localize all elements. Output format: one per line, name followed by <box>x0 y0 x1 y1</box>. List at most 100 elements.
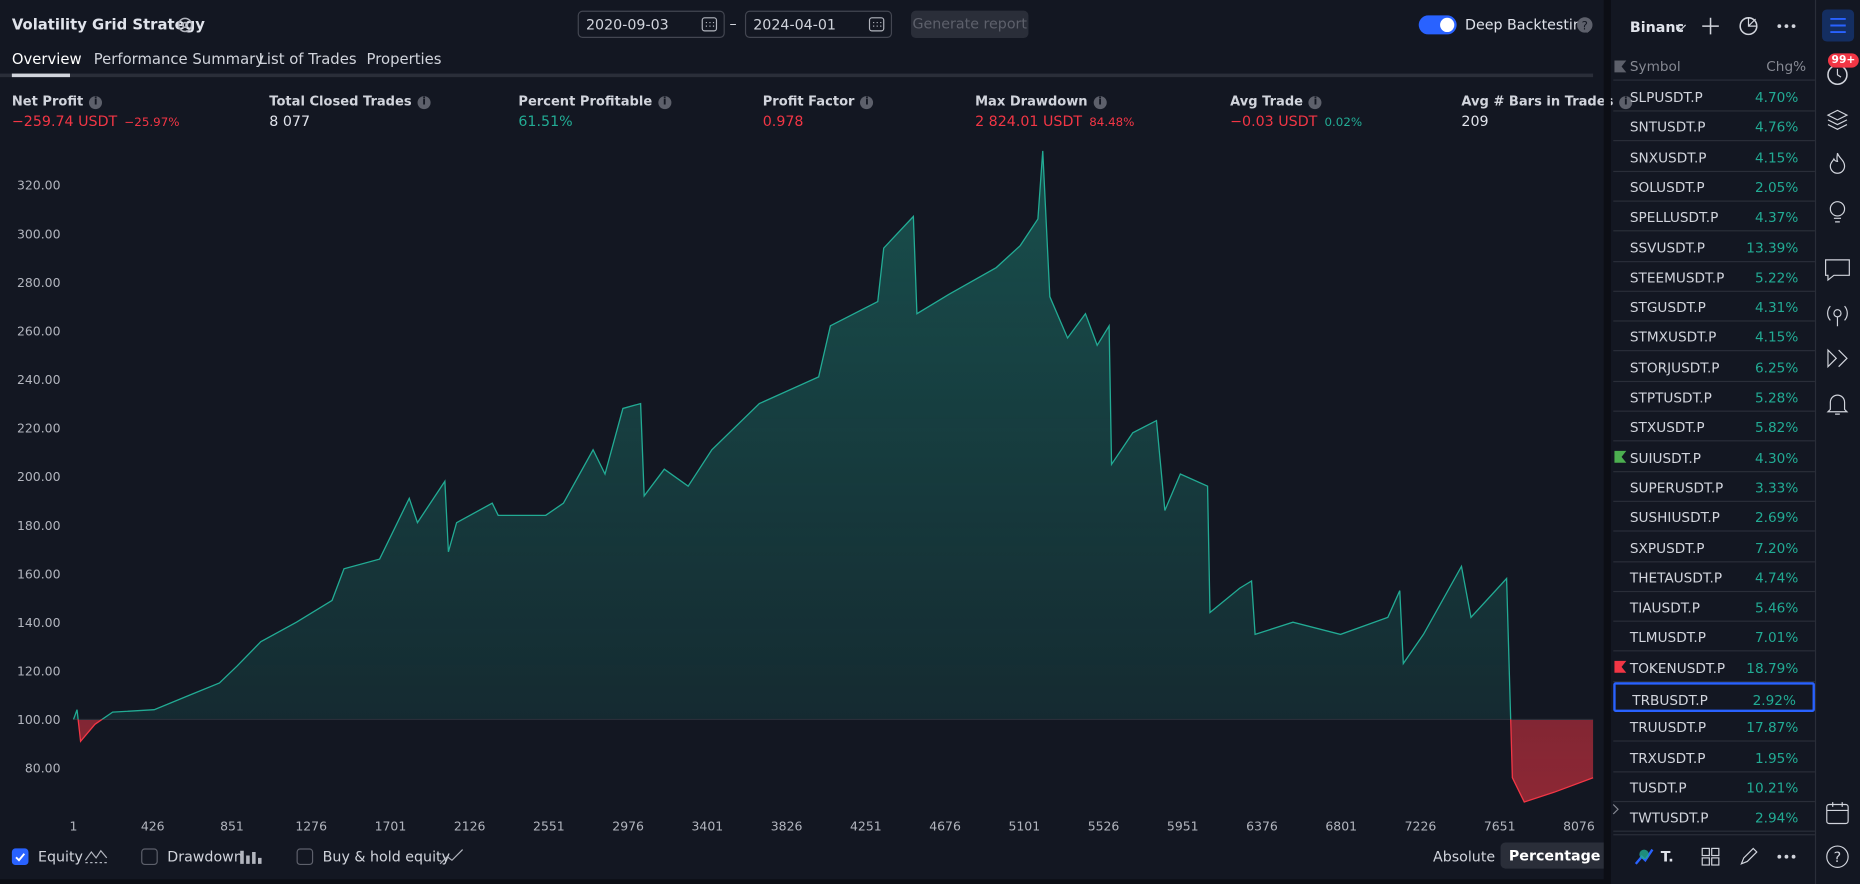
date-to[interactable]: 2024-04-01 <box>744 10 893 38</box>
watchlist-row[interactable]: SNTUSDT.P 4.76% <box>1613 112 1815 142</box>
absolute-button[interactable]: Absolute <box>1432 848 1496 866</box>
date-from[interactable]: 2020-09-03 <box>577 10 725 38</box>
more-icon[interactable] <box>1776 19 1797 33</box>
streams-icon[interactable] <box>1823 300 1851 328</box>
watchlist-row[interactable]: TWTUSDT.P 2.94% <box>1613 802 1815 833</box>
info-icon[interactable]: i <box>89 96 103 110</box>
settings-icon[interactable] <box>176 15 195 34</box>
flag[interactable] <box>1613 449 1627 463</box>
watchlist-row[interactable]: SOLUSDT.P 2.05% <box>1613 172 1815 202</box>
help-icon[interactable]: ? <box>1576 17 1593 34</box>
y-tick-label: 100.00 <box>17 712 61 727</box>
exchange-selector[interactable]: Binanc <box>1629 18 1684 36</box>
toggle-knob <box>1440 17 1455 33</box>
collapse-arrow[interactable] <box>1611 802 1620 816</box>
watchlist-row[interactable]: STORJUSDT.P 6.25% <box>1613 352 1815 382</box>
change: 10.21% <box>1746 779 1799 797</box>
bell-icon[interactable] <box>1824 390 1850 416</box>
watchlist-row[interactable]: TUSDT.P 10.21% <box>1613 772 1815 802</box>
layers-icon[interactable] <box>1824 107 1850 133</box>
watchlist-row[interactable]: TLMUSDT.P 7.01% <box>1613 622 1815 652</box>
drawdown-checkbox[interactable] <box>141 848 158 866</box>
watchlist-row[interactable]: STPTUSDT.P 5.28% <box>1613 382 1815 412</box>
flag-shape <box>1614 660 1627 673</box>
x-tick-label: 6801 <box>1325 819 1357 834</box>
percentage-button[interactable]: Percentage <box>1500 842 1609 869</box>
grid-icon[interactable] <box>1701 847 1720 866</box>
more-icon[interactable] <box>1776 850 1797 864</box>
watchlist-row[interactable]: TRBUSDT.P 2.92% <box>1613 682 1815 712</box>
change: 5.82% <box>1754 419 1799 436</box>
calendar-icon[interactable] <box>1824 800 1850 826</box>
symbol: SSVUSDT.P <box>1629 239 1705 256</box>
x-tick-label: 6376 <box>1246 819 1278 834</box>
equity-checkbox[interactable] <box>11 848 29 866</box>
watchlist-row[interactable]: SUSHIUSDT.P 2.69% <box>1613 502 1815 532</box>
edit-icon[interactable] <box>1739 847 1758 866</box>
info-icon[interactable]: i <box>860 96 874 110</box>
tab-rule <box>0 73 1594 78</box>
hotlist-icon[interactable] <box>1824 151 1850 177</box>
watchlist-row[interactable]: SLPUSDT.P 4.70% <box>1613 82 1815 112</box>
info-icon[interactable]: i <box>1619 96 1633 110</box>
replay-icon[interactable] <box>1824 345 1850 371</box>
flag[interactable] <box>1613 659 1627 673</box>
watchlist-row[interactable]: TRUUSDT.P 17.87% <box>1613 712 1815 742</box>
watchlist-row[interactable]: SUPERUSDT.P 3.33% <box>1613 472 1815 502</box>
watchlist-row[interactable]: STXUSDT.P 5.82% <box>1613 412 1815 442</box>
tab[interactable]: Overview <box>11 49 82 68</box>
watchlist-row[interactable]: SNXUSDT.P 4.15% <box>1613 142 1815 172</box>
ideas-icon[interactable] <box>1824 198 1850 224</box>
chat-icon[interactable] <box>1823 256 1851 282</box>
metric-value: 209 <box>1461 112 1489 130</box>
watchlist-row[interactable]: SPELLUSDT.P 4.37% <box>1613 202 1815 232</box>
deep-backtesting-label: Deep Backtesting <box>1464 16 1591 34</box>
watchlist-row[interactable]: SUIUSDT.P 4.30% <box>1613 442 1815 472</box>
calendar-icon[interactable] <box>868 15 885 32</box>
watchlist-row[interactable]: TRXUSDT.P 1.95% <box>1613 742 1815 772</box>
metric: Profit Factor i 0.978 <box>763 94 874 129</box>
add-icon[interactable] <box>1701 17 1720 36</box>
info-icon[interactable]: i <box>658 96 672 110</box>
buy-hold-checkbox[interactable] <box>296 848 314 866</box>
footer-rule <box>1613 834 1815 836</box>
analytics-icon[interactable] <box>1738 15 1759 36</box>
info-icon[interactable]: i <box>1093 96 1107 110</box>
watchlist-row[interactable]: STGUSDT.P 4.31% <box>1613 292 1815 322</box>
change: 6.25% <box>1754 359 1799 376</box>
change: 2.05% <box>1754 179 1799 196</box>
x-tick-label: 3401 <box>692 819 724 834</box>
tab[interactable]: Performance Summary <box>93 49 265 68</box>
x-tick-label: 2976 <box>612 819 644 834</box>
symbol-header: Symbol <box>1629 58 1681 75</box>
tab-active-underline <box>11 73 70 78</box>
info-icon[interactable]: i <box>1308 96 1323 110</box>
metric: Percent Profitable i 61.51% <box>518 94 672 130</box>
watchlist-icon-active[interactable] <box>1822 9 1855 42</box>
watchlist-row[interactable]: THETAUSDT.P 4.74% <box>1613 562 1815 592</box>
watchlist-row[interactable]: TIAUSDT.P 5.46% <box>1613 592 1815 622</box>
watchlist-row[interactable]: SXPUSDT.P 7.20% <box>1613 532 1815 562</box>
watchlist-row[interactable]: SSVUSDT.P 13.39% <box>1613 232 1815 262</box>
metric-value: 61.51% <box>518 112 573 130</box>
calendar-icon[interactable] <box>701 15 718 32</box>
x-tick-label: 4251 <box>850 819 882 834</box>
deep-backtesting-toggle[interactable] <box>1418 15 1457 35</box>
info-icon[interactable]: i <box>417 96 431 110</box>
tab[interactable]: List of Trades <box>258 49 357 68</box>
list-icon <box>1830 18 1846 33</box>
generate-report-button[interactable]: Generate report <box>911 10 1029 38</box>
watchlist-row[interactable]: STEEMUSDT.P 5.22% <box>1613 262 1815 292</box>
icon-bar-divider <box>1814 0 1817 884</box>
tab[interactable]: Properties <box>366 49 442 68</box>
tv-logo[interactable] <box>1632 845 1656 869</box>
svg-text:?: ? <box>1834 850 1842 866</box>
buy-hold-label: Buy & hold equity <box>322 848 451 866</box>
help-icon[interactable]: ? <box>1824 844 1850 870</box>
change: 7.20% <box>1754 539 1799 556</box>
footer-item[interactable]: T. <box>1660 848 1674 866</box>
watchlist-row[interactable]: STMXUSDT.P 4.15% <box>1613 322 1815 352</box>
watchlist-row[interactable]: TOKENUSDT.P 18.79% <box>1613 652 1815 682</box>
y-tick-label: 280.00 <box>17 275 61 290</box>
